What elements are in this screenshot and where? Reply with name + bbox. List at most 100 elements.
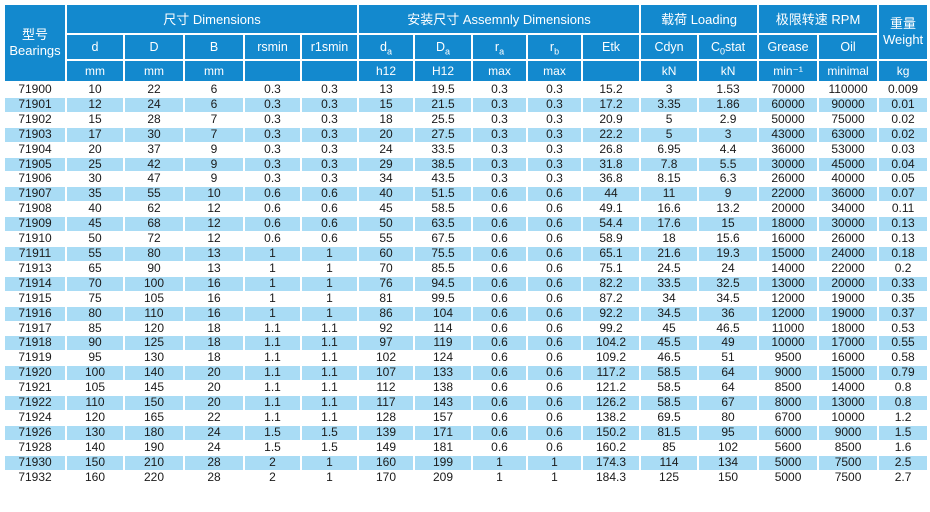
cell-B: 24 <box>183 439 245 456</box>
table-row-71922: 71922 110 150 20 1.1 1.1 117 143 0.6 0.6 126.2 58.5… <box>3 395 930 411</box>
cell-Grease: 5000 <box>757 454 820 471</box>
cell-Da: 58.5 <box>413 201 473 218</box>
cell-Grease: 13000 <box>757 275 820 292</box>
cell-model: 71914 <box>3 275 67 292</box>
cell-model: 71906 <box>3 171 67 188</box>
cell-C0stat: 36 <box>697 305 760 322</box>
cell-Cdyn: 85 <box>639 439 700 456</box>
cell-C0stat: 67 <box>697 395 760 411</box>
cell-Oil: 90000 <box>817 96 880 113</box>
cell-Oil: 13000 <box>817 395 880 411</box>
col-header-r1smin: r1smin <box>300 33 359 61</box>
cell-da: 20 <box>357 126 415 143</box>
cell-weight: 0.35 <box>877 290 930 307</box>
cell-D: 145 <box>123 380 185 397</box>
cell-rsmin: 1.1 <box>243 409 302 426</box>
cell-r1smin: 1.1 <box>300 380 359 397</box>
cell-Grease: 16000 <box>757 231 820 247</box>
cell-Etk: 92.2 <box>580 305 642 322</box>
cell-C0stat: 2.9 <box>697 111 760 128</box>
cell-C0stat: 5.5 <box>697 156 760 173</box>
cell-Cdyn: 21.6 <box>639 245 700 262</box>
cell-da: 45 <box>357 201 415 218</box>
table-row-71914: 71914 70 100 16 1 1 76 94.5 0.6 0.6 82.2 33.5 32.5 13… <box>3 275 930 292</box>
cell-Grease: 12000 <box>757 305 820 322</box>
cell-Oil: 75000 <box>817 111 880 128</box>
cell-d: 10 <box>65 81 125 98</box>
cell-Da: 138 <box>413 380 473 397</box>
cell-B: 13 <box>183 245 245 262</box>
cell-rsmin: 2 <box>243 469 302 486</box>
cell-da: 160 <box>357 454 415 471</box>
cell-model: 71913 <box>3 260 67 277</box>
cell-Etk: 17.2 <box>580 96 642 113</box>
cell-Cdyn: 3 <box>639 81 700 98</box>
cell-rb: 0.6 <box>526 290 583 307</box>
cell-r1smin: 0.6 <box>300 201 359 218</box>
cell-d: 140 <box>65 439 125 456</box>
cell-Da: 133 <box>413 365 473 382</box>
cell-model: 71908 <box>3 201 67 218</box>
cell-C0stat: 134 <box>697 454 760 471</box>
cell-C0stat: 64 <box>697 365 760 382</box>
cell-Oil: 63000 <box>817 126 880 143</box>
cell-Etk: 87.2 <box>580 290 642 307</box>
cell-model: 71900 <box>3 81 67 98</box>
weight-column-header: 重量 Weight <box>877 3 930 61</box>
cell-B: 24 <box>183 424 245 441</box>
cell-Oil: 22000 <box>817 260 880 277</box>
cell-Da: 75.5 <box>413 245 473 262</box>
cell-D: 90 <box>123 260 185 277</box>
cell-da: 102 <box>357 350 415 367</box>
cell-r1smin: 0.3 <box>300 171 359 188</box>
cell-d: 40 <box>65 201 125 218</box>
cell-ra: 0.6 <box>471 320 528 337</box>
cell-d: 105 <box>65 380 125 397</box>
cell-weight: 0.33 <box>877 275 930 292</box>
col-header-Grease: Grease <box>757 33 820 61</box>
cell-model: 71918 <box>3 335 67 352</box>
table-row-71901: 71901 12 24 6 0.3 0.3 15 21.5 0.3 0.3 17.2 3.35 1.86… <box>3 96 930 113</box>
cell-Da: 25.5 <box>413 111 473 128</box>
table-row-71920: 71920 100 140 20 1.1 1.1 107 133 0.6 0.6 117.2 58.5… <box>3 365 930 382</box>
table-row-71921: 71921 105 145 20 1.1 1.1 112 138 0.6 0.6 121.2 58.5… <box>3 380 930 397</box>
cell-weight: 0.11 <box>877 201 930 218</box>
cell-Oil: 30000 <box>817 216 880 233</box>
table-row-71919: 71919 95 130 18 1.1 1.1 102 124 0.6 0.6 109.2 46.5 5… <box>3 350 930 367</box>
cell-da: 55 <box>357 231 415 247</box>
cell-Etk: 36.8 <box>580 171 642 188</box>
cell-B: 12 <box>183 201 245 218</box>
cell-rsmin: 1.1 <box>243 380 302 397</box>
cell-D: 28 <box>123 111 185 128</box>
cell-D: 68 <box>123 216 185 233</box>
cell-Cdyn: 5 <box>639 126 700 143</box>
cell-C0stat: 15.6 <box>697 231 760 247</box>
cell-B: 18 <box>183 350 245 367</box>
cell-Oil: 19000 <box>817 290 880 307</box>
cell-Cdyn: 45.5 <box>639 335 700 352</box>
cell-ra: 0.6 <box>471 216 528 233</box>
cell-r1smin: 0.6 <box>300 186 359 203</box>
cell-Oil: 7500 <box>817 454 880 471</box>
table-row-71932: 71932 160 220 28 2 1 170 209 1 1 184.3 125 150 5000 75… <box>3 469 930 486</box>
cell-da: 40 <box>357 186 415 203</box>
header-group-row: 型号 Bearings 尺寸 Dimensions 安装尺寸 Assemnly … <box>3 3 930 83</box>
cell-d: 85 <box>65 320 125 337</box>
cell-weight: 0.8 <box>877 395 930 411</box>
cell-model: 71917 <box>3 320 67 337</box>
cell-B: 9 <box>183 171 245 188</box>
cell-r1smin: 1.1 <box>300 395 359 411</box>
table-row-71917: 71917 85 120 18 1.1 1.1 92 114 0.6 0.6 99.2 45 46.5 1… <box>3 320 930 337</box>
col-header-Cdyn: Cdyn <box>639 33 700 61</box>
cell-d: 120 <box>65 409 125 426</box>
cell-C0stat: 51 <box>697 350 760 367</box>
cell-Oil: 19000 <box>817 305 880 322</box>
cell-rb: 1 <box>526 454 583 471</box>
cell-Grease: 26000 <box>757 171 820 188</box>
cell-Etk: 54.4 <box>580 216 642 233</box>
cell-C0stat: 3 <box>697 126 760 143</box>
cell-da: 81 <box>357 290 415 307</box>
cell-model: 71930 <box>3 454 67 471</box>
bearings-header-zh: 型号 <box>21 27 48 42</box>
